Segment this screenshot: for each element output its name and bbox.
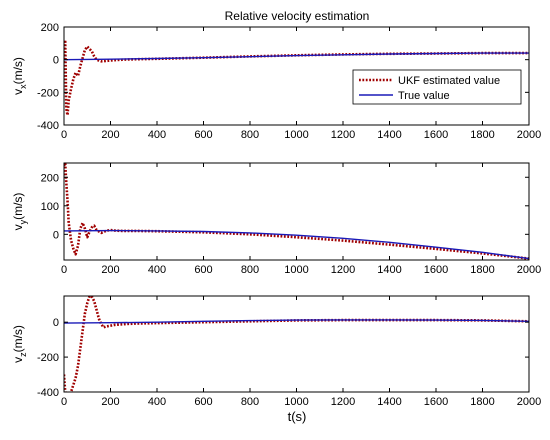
y-tick-label: -400 bbox=[37, 120, 59, 132]
y-axis-label: vy(m/s) bbox=[11, 193, 28, 231]
x-tick-label: 600 bbox=[194, 264, 212, 276]
y-tick-label: 200 bbox=[41, 22, 59, 34]
x-tick-label: 1600 bbox=[424, 264, 448, 276]
x-tick-label: 800 bbox=[241, 129, 259, 141]
x-tick-label: 1800 bbox=[470, 264, 494, 276]
y-tick-label: -400 bbox=[37, 387, 59, 399]
y-tick-label: 0 bbox=[53, 229, 59, 241]
x-tick-label: 1400 bbox=[377, 129, 401, 141]
x-tick-label: 400 bbox=[148, 129, 166, 141]
x-tick-label: 2000 bbox=[517, 129, 541, 141]
figure-title: Relative velocity estimation bbox=[225, 9, 370, 23]
y-axis-label: vx(m/s) bbox=[11, 57, 28, 95]
x-tick-label: 600 bbox=[194, 396, 212, 408]
y-tick-label: 0 bbox=[53, 55, 59, 67]
x-tick-label: 0 bbox=[61, 264, 67, 276]
x-tick-label: 1600 bbox=[424, 396, 448, 408]
x-tick-label: 1800 bbox=[470, 396, 494, 408]
x-tick-label: 1200 bbox=[331, 396, 355, 408]
x-tick-label: 200 bbox=[101, 264, 119, 276]
x-tick-label: 2000 bbox=[517, 264, 541, 276]
x-tick-label: 0 bbox=[61, 396, 67, 408]
x-tick-label: 1000 bbox=[284, 396, 308, 408]
series-true-value-line bbox=[64, 319, 529, 324]
x-tick-label: 1800 bbox=[470, 129, 494, 141]
y-tick-label: 200 bbox=[41, 172, 59, 184]
legend-box bbox=[352, 69, 522, 105]
axes-frame bbox=[63, 295, 530, 393]
x-tick-label: 800 bbox=[241, 264, 259, 276]
x-tick-label: 600 bbox=[194, 129, 212, 141]
x-tick-label: 0 bbox=[61, 129, 67, 141]
y-axis-label: vz(m/s) bbox=[11, 325, 28, 363]
subplot-vx: 0 200 400 600 800 1000 1200 1400 1600 1800 2000-40… bbox=[11, 22, 541, 141]
x-tick-label: 1400 bbox=[377, 264, 401, 276]
subplot-vz: 0 200 400 600 800 1000 1200 1400 1600 1800 2000 -40… bbox=[11, 295, 541, 408]
series-true-value-line bbox=[64, 52, 529, 61]
y-tick-label: -200 bbox=[37, 87, 59, 99]
x-tick-label: 1000 bbox=[284, 129, 308, 141]
legend-label-ukf: UKF estimated value bbox=[398, 75, 500, 87]
series-ukf-estimated-line bbox=[64, 163, 529, 260]
series-ukf-estimated-line bbox=[64, 296, 529, 392]
x-axis-label: t(s) bbox=[288, 409, 307, 424]
x-tick-label: 2000 bbox=[517, 396, 541, 408]
x-tick-label: 1200 bbox=[331, 129, 355, 141]
y-tick-label: -200 bbox=[37, 352, 59, 364]
legend-label-true: True value bbox=[398, 90, 450, 102]
y-tick-label: 0 bbox=[53, 317, 59, 329]
x-tick-label: 800 bbox=[241, 396, 259, 408]
y-tick-label: 100 bbox=[41, 201, 59, 213]
x-tick-label: 1000 bbox=[284, 264, 308, 276]
subplot-vy: 0 200 400 600 800 1000 1200 1400 1600 1800 2000 0 10… bbox=[11, 162, 541, 276]
x-tick-label: 1600 bbox=[424, 129, 448, 141]
x-tick-label: 200 bbox=[101, 129, 119, 141]
series-true-value-line bbox=[64, 229, 529, 260]
x-tick-label: 400 bbox=[148, 396, 166, 408]
x-tick-label: 1400 bbox=[377, 396, 401, 408]
x-tick-label: 200 bbox=[101, 396, 119, 408]
axes-frame bbox=[63, 162, 530, 261]
x-tick-label: 400 bbox=[148, 264, 166, 276]
x-tick-label: 1200 bbox=[331, 264, 355, 276]
